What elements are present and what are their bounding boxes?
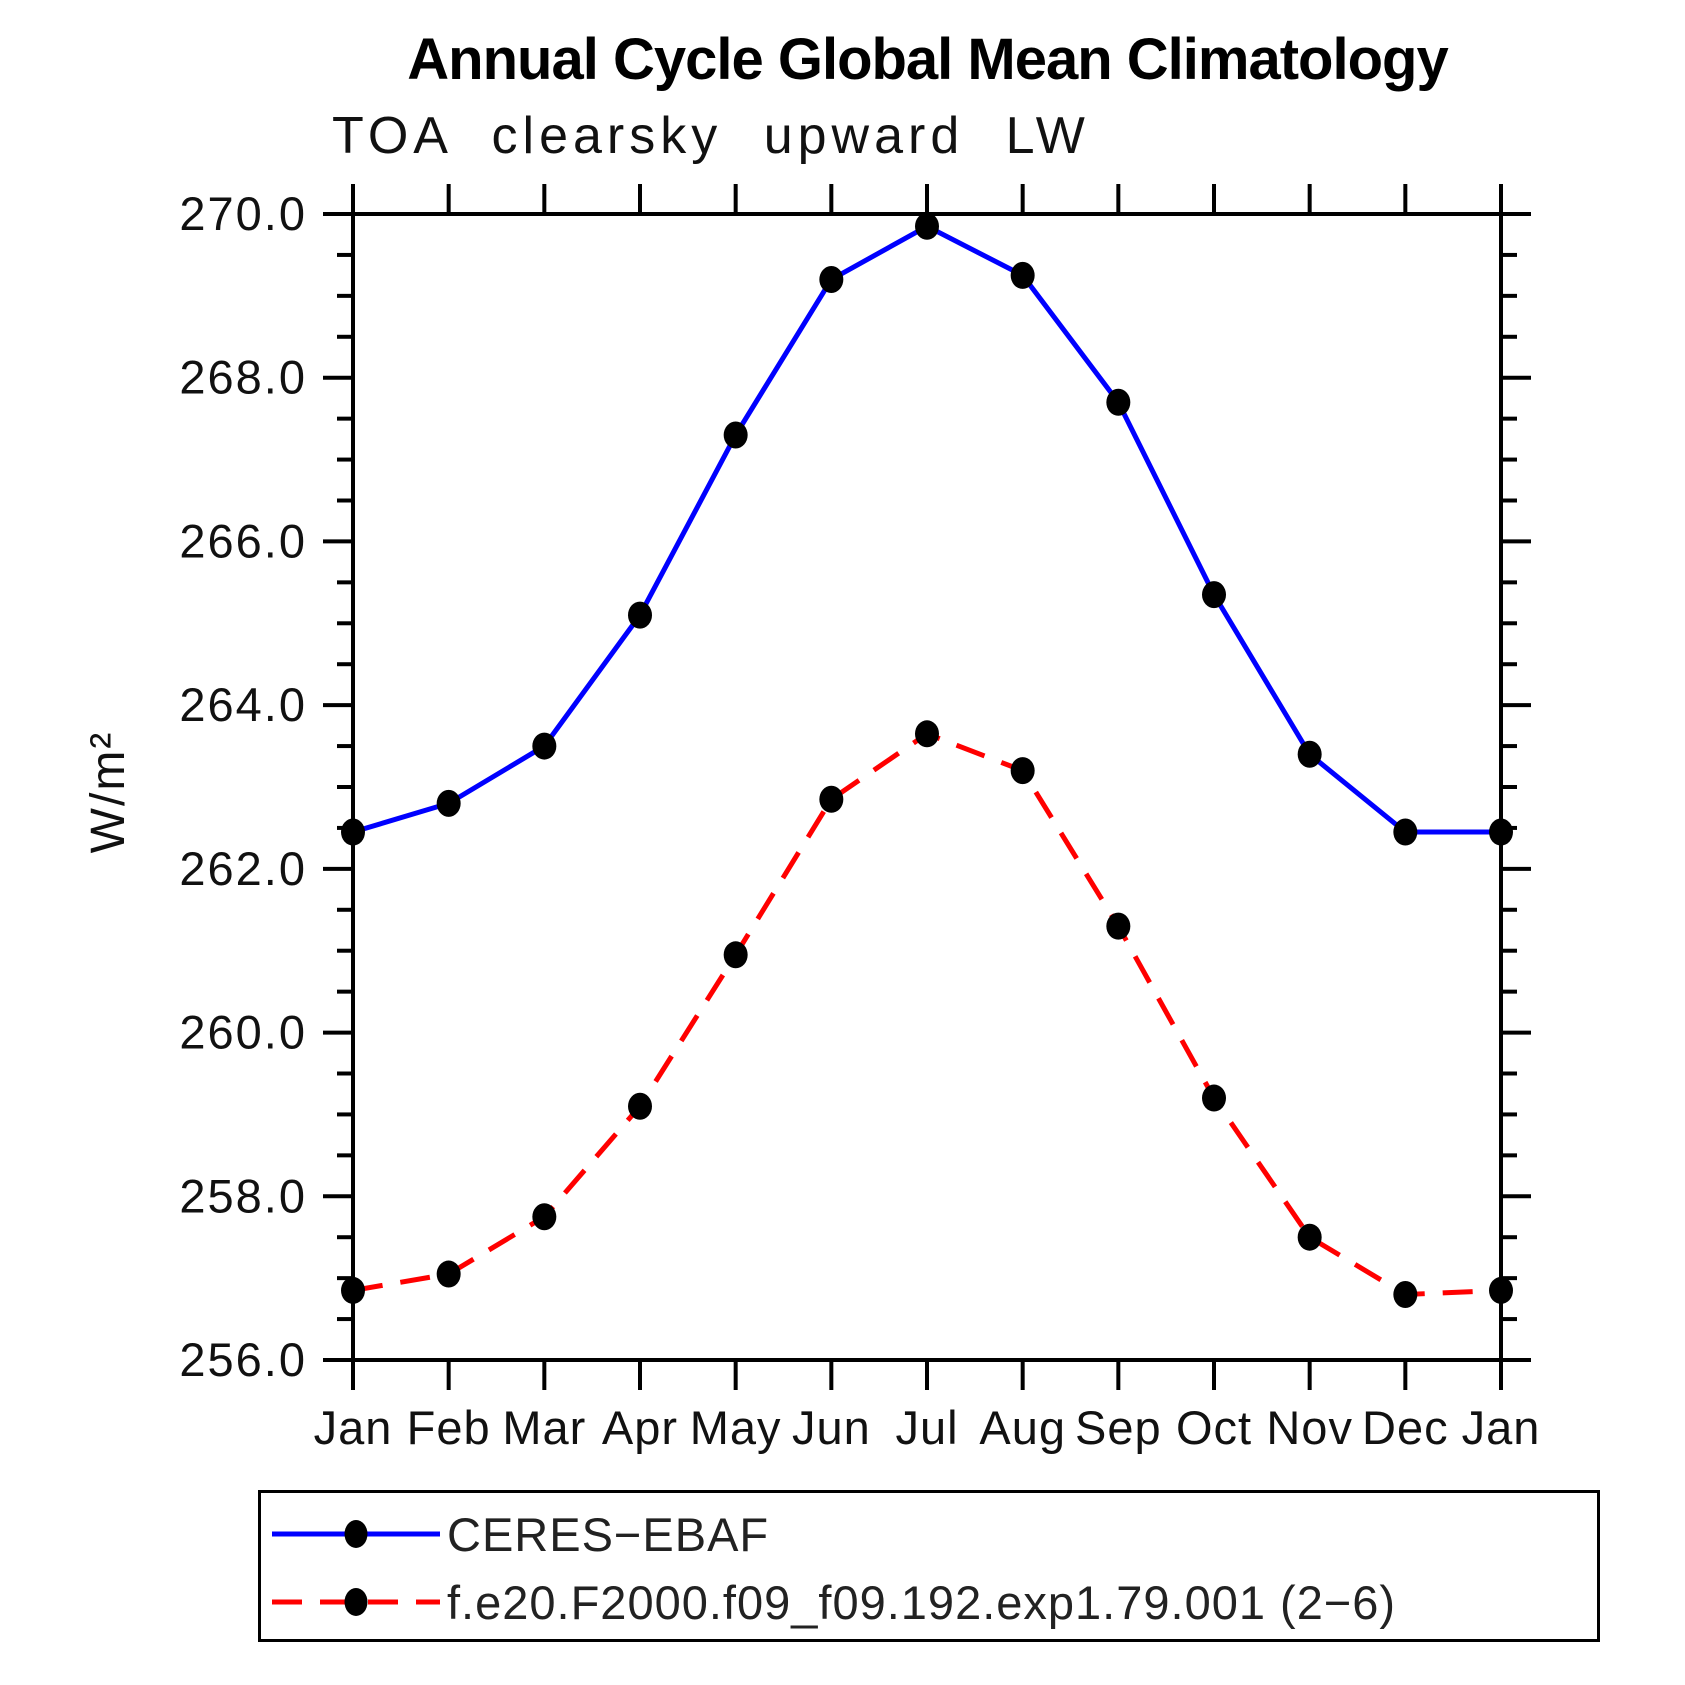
y-tick-label: 260.0 xyxy=(179,1006,307,1059)
data-point-marker xyxy=(1202,581,1226,609)
y-tick-label: 266.0 xyxy=(179,514,307,567)
x-tick-label: Jan xyxy=(1462,1401,1541,1454)
chart-title: Annual Cycle Global Mean Climatology xyxy=(407,27,1448,92)
data-point-marker xyxy=(628,1092,652,1120)
data-point-marker xyxy=(341,818,365,846)
series-line-1 xyxy=(352,730,1502,1298)
x-tick-label: Oct xyxy=(1176,1401,1252,1454)
data-point-marker xyxy=(915,720,939,748)
legend: CERES−EBAF f.e20.F2000.f09_f09.192.exp1.… xyxy=(258,1490,1600,1642)
y-tick-label: 262.0 xyxy=(179,842,307,895)
data-point-marker xyxy=(1489,1276,1513,1304)
legend-entry-ceres-ebaf: CERES−EBAF xyxy=(267,1503,1591,1565)
x-tick-label: Sep xyxy=(1075,1401,1162,1454)
legend-marker-dot xyxy=(344,1588,368,1616)
data-point-marker xyxy=(1393,818,1418,846)
legend-label-model: f.e20.F2000.f09_f09.192.exp1.79.001 (2−6… xyxy=(447,1575,1397,1629)
y-axis-tick-labels: 256.0 258.0 260.0 262.0 264.0 266.0 268.0 270.0 xyxy=(179,187,307,1386)
legend-solid-line-sample xyxy=(272,1520,440,1548)
data-point-marker xyxy=(1393,1281,1418,1309)
x-axis-ticks xyxy=(351,184,1503,1390)
data-point-marker xyxy=(1297,740,1322,768)
legend-dashed-line-sample xyxy=(272,1588,440,1616)
data-point-marker xyxy=(1106,912,1131,940)
data-point-marker xyxy=(1297,1223,1322,1251)
x-tick-label: May xyxy=(690,1401,782,1454)
data-point-marker xyxy=(819,785,844,813)
data-point-marker xyxy=(1010,757,1035,785)
y-tick-label: 258.0 xyxy=(179,1169,307,1222)
x-tick-label: Jun xyxy=(792,1401,871,1454)
x-axis-tick-labels: Jan Feb Mar Apr May Jun Jul Aug Sep Oct Nov Dec Jan xyxy=(314,1401,1541,1454)
x-tick-label: Dec xyxy=(1362,1401,1449,1454)
data-point-marker xyxy=(1106,388,1131,416)
data-point-marker xyxy=(723,421,748,449)
data-point-marker xyxy=(532,732,557,760)
chart-subtitle: TOA clearsky upward LW xyxy=(332,107,1090,165)
data-point-marker xyxy=(436,1260,461,1288)
series-markers-0 xyxy=(341,212,1513,846)
y-tick-label: 268.0 xyxy=(179,351,307,404)
data-point-marker xyxy=(915,212,939,240)
y-tick-label: 270.0 xyxy=(179,187,307,240)
data-point-marker xyxy=(532,1203,557,1231)
data-point-marker xyxy=(723,941,748,969)
x-tick-label: Apr xyxy=(602,1401,678,1454)
x-tick-label: Mar xyxy=(502,1401,586,1454)
data-point-marker xyxy=(1010,261,1035,289)
y-tick-label: 264.0 xyxy=(179,678,307,731)
legend-label-ceres-ebaf: CERES−EBAF xyxy=(447,1507,770,1561)
data-point-marker xyxy=(628,601,652,629)
data-point-marker xyxy=(436,789,461,817)
legend-entry-model: f.e20.F2000.f09_f09.192.exp1.79.001 (2−6… xyxy=(267,1571,1591,1633)
plot-frame xyxy=(351,212,1503,1362)
y-axis-ticks xyxy=(323,212,1531,1362)
x-tick-label: Aug xyxy=(979,1401,1066,1454)
series-markers-1 xyxy=(341,720,1513,1309)
x-tick-label: Feb xyxy=(407,1401,491,1454)
x-tick-label: Jul xyxy=(895,1401,958,1454)
data-point-marker xyxy=(341,1276,365,1304)
legend-marker-dot xyxy=(344,1520,368,1548)
data-point-marker xyxy=(819,265,844,293)
x-tick-label: Jan xyxy=(314,1401,393,1454)
data-point-marker xyxy=(1489,818,1513,846)
x-tick-label: Nov xyxy=(1266,1401,1353,1454)
y-tick-label: 256.0 xyxy=(179,1333,307,1386)
data-point-marker xyxy=(1202,1084,1226,1112)
